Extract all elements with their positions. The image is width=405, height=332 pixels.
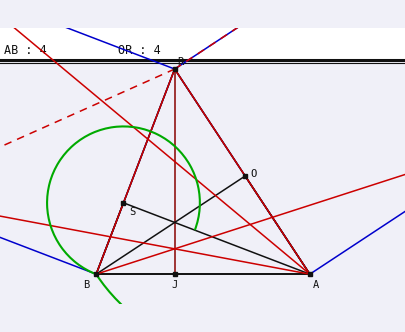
- Text: O: O: [250, 169, 256, 179]
- Text: AB : 4          OR : 4: AB : 4 OR : 4: [4, 44, 161, 57]
- Text: J: J: [171, 281, 177, 290]
- Text: S: S: [128, 208, 135, 217]
- Text: A: A: [312, 281, 319, 290]
- Text: B: B: [83, 281, 90, 290]
- Text: R: R: [177, 57, 183, 67]
